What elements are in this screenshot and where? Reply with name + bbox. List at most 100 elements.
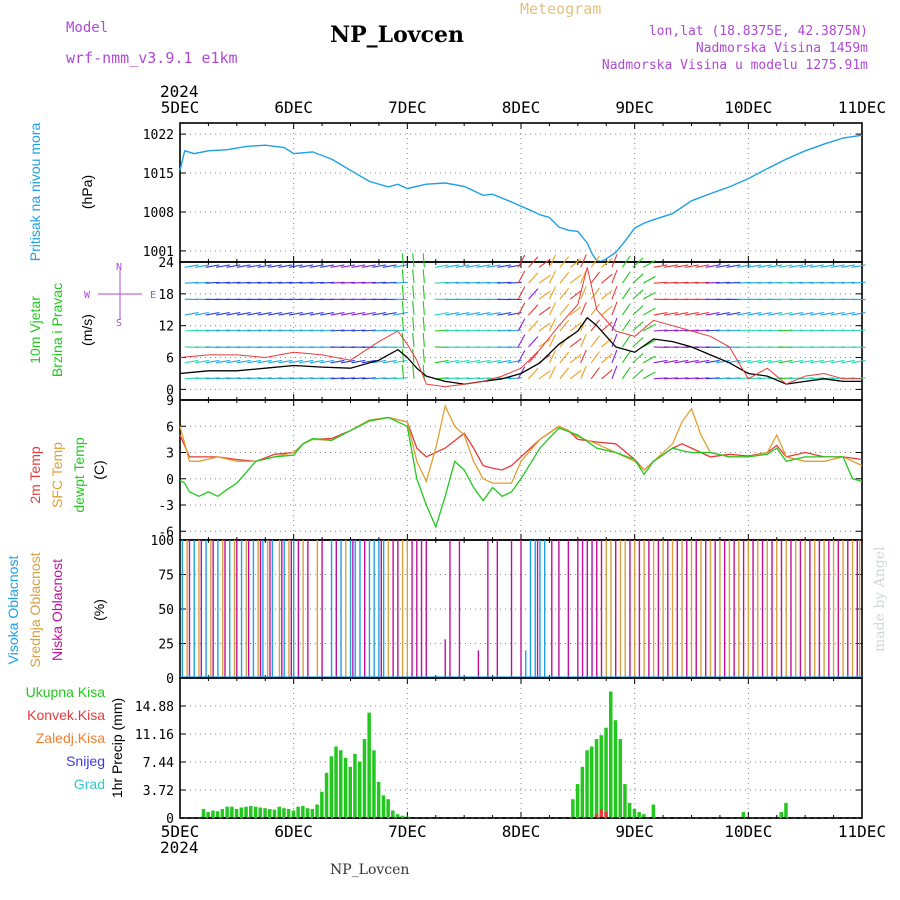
wind-barb — [684, 329, 699, 332]
wind-barb — [247, 329, 262, 332]
precip-bar-1 — [391, 810, 395, 818]
wind-barb — [789, 281, 804, 284]
wind-barb — [569, 290, 582, 300]
wind-barb — [236, 312, 251, 316]
wind-barb — [569, 337, 582, 348]
wind-barb — [705, 281, 720, 284]
wind-barb — [653, 264, 668, 268]
wind-barb — [382, 264, 397, 268]
precip-bar-1 — [372, 750, 376, 818]
wind-barb — [611, 285, 618, 300]
wind-barb — [497, 281, 512, 284]
wind-key-south: S — [116, 318, 122, 329]
wind-barb — [528, 272, 539, 284]
wind-barb — [611, 349, 618, 364]
wind-barb — [215, 359, 230, 364]
top-date-label: 10DEC — [724, 98, 772, 117]
wind-barb — [590, 319, 600, 332]
precip-bar-1 — [291, 810, 296, 818]
wind-barb — [632, 337, 644, 348]
wind-barb — [205, 312, 220, 316]
wind-barb — [226, 264, 241, 268]
wind-barb — [455, 312, 470, 316]
wind-barb — [778, 329, 793, 332]
wind-barb — [716, 377, 731, 380]
wind-barb — [778, 359, 793, 364]
wind-barb — [351, 312, 366, 316]
wind-barb — [590, 335, 600, 348]
wind-barb — [559, 303, 570, 316]
wind-barb — [351, 264, 366, 268]
wind-barb — [632, 352, 644, 364]
wind-barb — [226, 359, 241, 364]
wind-barb — [695, 377, 710, 380]
wind-barb — [226, 329, 241, 332]
wind-barb — [247, 359, 262, 364]
wind-barb — [361, 281, 376, 284]
wind-barb — [747, 312, 762, 316]
wind-barb — [236, 264, 251, 268]
bottom-date-label: 8DEC — [502, 822, 541, 841]
wind-barb — [361, 329, 376, 332]
wind-barb — [434, 359, 449, 364]
wind-barb — [184, 281, 199, 284]
precip-bar-1 — [779, 812, 783, 818]
temperature-line-3 — [179, 416, 863, 529]
wind-barb — [382, 377, 397, 380]
top-date-label: 5DEC — [161, 98, 200, 117]
wind-barb — [809, 312, 824, 316]
wind-barb — [736, 329, 751, 332]
precip-bar-1 — [225, 806, 229, 818]
wind-barb — [747, 281, 762, 284]
wind-barb — [288, 377, 303, 380]
wind-barb — [412, 269, 415, 284]
temperature-ytick-label: 3 — [166, 447, 174, 462]
wind-barb — [705, 312, 720, 316]
wind-barb — [247, 312, 262, 316]
wind-ylabel-2: Brzina i Pravac — [49, 283, 65, 377]
wind-barb — [757, 359, 772, 364]
wind-barb — [195, 281, 210, 284]
wind-barb — [278, 281, 293, 284]
wind-barb — [401, 253, 405, 268]
wind-barb — [309, 359, 324, 364]
wind-barb — [205, 281, 220, 284]
pressure-ytick-label: 1022 — [143, 128, 174, 143]
wind-barb — [851, 329, 866, 332]
wind-barb — [768, 264, 783, 268]
wind-unit-label: (m/s) — [79, 314, 95, 346]
wind-barb — [716, 329, 731, 332]
wind-barb — [601, 289, 613, 300]
wind-barb — [476, 264, 491, 268]
wind-barb — [382, 281, 397, 284]
wind-barb — [653, 312, 668, 316]
wind-barb — [580, 286, 587, 300]
wind-barb — [372, 329, 387, 332]
precip-bar-1 — [741, 812, 746, 818]
wind-barb — [205, 264, 220, 268]
wind-barb — [590, 287, 600, 300]
precip-bar-1 — [613, 720, 618, 818]
wind-barb — [497, 264, 512, 268]
wind-barb — [422, 348, 425, 363]
wind-barb — [351, 359, 366, 364]
wind-barb — [401, 348, 405, 363]
wind-barb — [590, 271, 600, 284]
wind-barb — [642, 260, 656, 268]
wind-barb — [642, 307, 656, 316]
wind-barb — [820, 329, 835, 332]
wind-barb — [809, 329, 824, 332]
temperature-ytick-label: 0 — [166, 473, 174, 488]
wind-barb — [726, 329, 741, 332]
wind-barb — [268, 329, 283, 332]
wind-barb — [548, 286, 557, 300]
wind-barb — [799, 264, 814, 268]
wind-barb — [340, 281, 356, 284]
wind-barb — [653, 359, 668, 364]
wind-barb — [372, 377, 387, 380]
wind-barb — [611, 254, 618, 268]
wind-barb — [580, 301, 587, 316]
wind-barb — [278, 312, 293, 316]
wind-barb — [726, 377, 741, 380]
precip-frame — [179, 677, 863, 819]
